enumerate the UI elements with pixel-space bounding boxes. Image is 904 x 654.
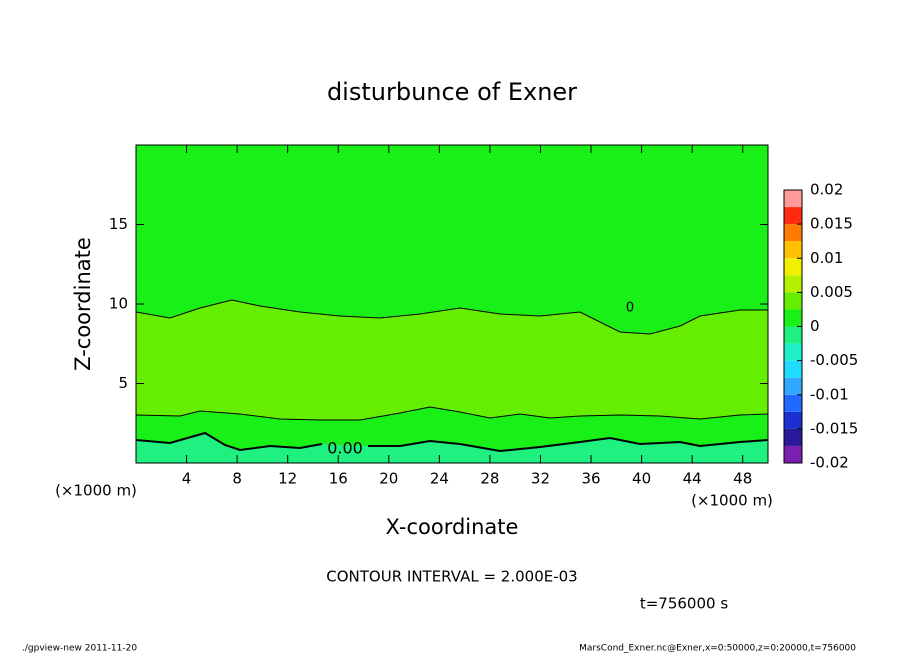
time-label: t=756000 s [640, 595, 728, 613]
x-tick-label: 16 [329, 470, 348, 488]
y-tick-label: 10 [109, 295, 128, 313]
x-tick-label: 12 [278, 470, 297, 488]
x-tick-label: 4 [182, 470, 192, 488]
x-tick-label: 20 [379, 470, 398, 488]
colorbar-band [784, 258, 802, 276]
colorbar-tick-label: 0.02 [810, 181, 843, 199]
contour-label: 0.00 [327, 439, 363, 458]
colorbar-band [784, 411, 802, 429]
colorbar-band [784, 428, 802, 446]
x-axis-label: X-coordinate [386, 515, 519, 539]
x-tick-label: 44 [683, 470, 702, 488]
x-tick-label: 48 [733, 470, 752, 488]
colorbar-tick-label: -0.02 [810, 454, 849, 472]
contour-region [136, 433, 768, 463]
plot-field [136, 145, 768, 463]
footer-right: MarsCond_Exner.nc@Exner,x=0:50000,z=0:20… [579, 644, 856, 654]
colorbar-band [784, 309, 802, 327]
contour-line [136, 406, 768, 421]
colorbar-tick-label: 0.01 [810, 249, 843, 267]
colorbar-band [784, 377, 802, 395]
chart-title: disturbunce of Exner [327, 78, 577, 106]
x-tick-label: 32 [531, 470, 550, 488]
x-units: (×1000 m) [55, 482, 137, 500]
colorbar-band [784, 326, 802, 344]
colorbar-tick-label: -0.005 [810, 351, 858, 369]
y-tick-label: 15 [109, 215, 128, 233]
contour-interval: CONTOUR INTERVAL = 2.000E-03 [326, 568, 577, 586]
colorbar-band [784, 445, 802, 463]
x-tick-label: 28 [480, 470, 499, 488]
footer-left: ./gpview-new 2011-11-20 [22, 644, 137, 654]
colorbar-band [784, 292, 802, 310]
y-tick-label: 5 [118, 374, 128, 392]
contour-line [136, 299, 768, 335]
x-units: (×1000 m) [691, 492, 773, 510]
colorbar-tick-label: -0.01 [810, 385, 849, 403]
colorbar-band [784, 241, 802, 259]
contour-line [136, 431, 768, 453]
x-tick-label: 8 [232, 470, 242, 488]
contour-region [136, 300, 768, 420]
colorbar-band [784, 360, 802, 378]
colorbar-band [784, 275, 802, 293]
x-tick-label: 24 [430, 470, 449, 488]
colorbar-tick-label: 0 [810, 317, 820, 335]
y-axis-label: Z-coordinate [71, 237, 95, 371]
colorbar-band [784, 207, 802, 225]
x-tick-label: 40 [632, 470, 651, 488]
contour-label: 0 [626, 301, 634, 316]
colorbar-tick-label: 0.015 [810, 215, 853, 233]
colorbar-band [784, 224, 802, 242]
colorbar-band [784, 343, 802, 361]
colorbar-band [784, 394, 802, 412]
colorbar-band [784, 190, 802, 208]
colorbar-tick-label: -0.015 [810, 419, 858, 437]
colorbar-tick-label: 0.005 [810, 283, 853, 301]
x-tick-label: 36 [581, 470, 600, 488]
